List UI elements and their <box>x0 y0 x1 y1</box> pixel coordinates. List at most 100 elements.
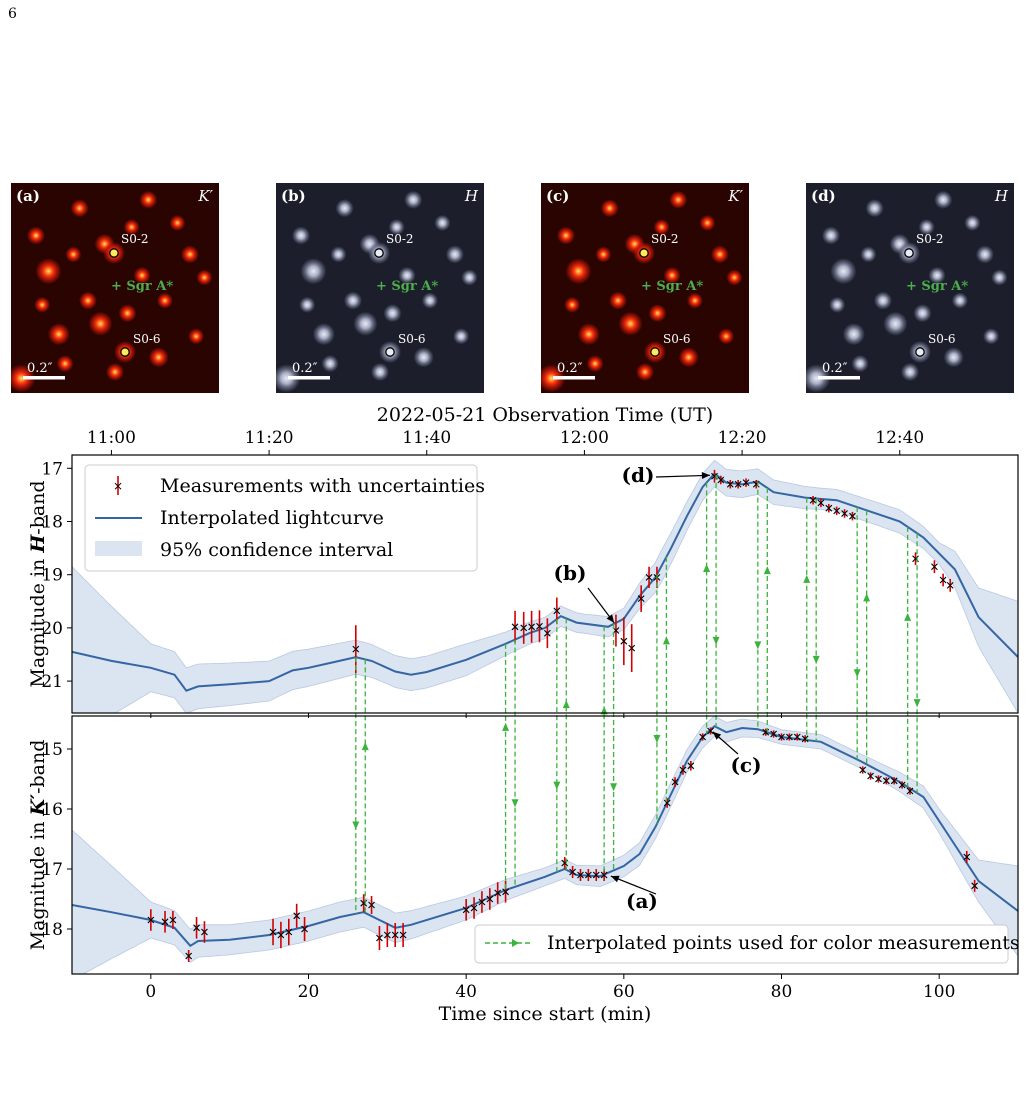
k-band-measurement <box>486 888 494 910</box>
field-star <box>860 246 877 263</box>
field-star <box>70 199 89 218</box>
field-star <box>934 190 953 209</box>
band-label: K′ <box>197 187 213 205</box>
k-band-marker <box>801 735 809 743</box>
h-band-marker <box>637 595 645 603</box>
h-band-measurement <box>717 475 725 485</box>
k-band-marker <box>867 772 874 780</box>
h-band-marker <box>726 480 734 488</box>
k-band-measurement <box>577 869 584 881</box>
field-star <box>343 291 362 310</box>
k-band-measurement <box>778 733 785 741</box>
k-band-marker <box>285 928 293 936</box>
top-tick-label: 12:40 <box>875 428 924 448</box>
h-band-measurement <box>939 573 947 587</box>
k-band-measurement <box>770 730 778 738</box>
h-band-measurement <box>520 611 528 644</box>
h-band-marker <box>717 476 725 484</box>
k-band-ytick-label: 15 <box>41 740 63 760</box>
color-arrow-head <box>352 821 360 830</box>
field-star <box>118 304 137 323</box>
field-star <box>586 355 604 373</box>
h-band-plot: 17 18 19 20 21 <box>41 459 1018 718</box>
color-arrow-head <box>662 636 670 645</box>
legend-color-points: Interpolated points used for color measu… <box>547 932 1020 954</box>
field-star <box>669 190 688 209</box>
field-star <box>975 245 994 264</box>
k-band-marker <box>185 952 193 960</box>
k-band-marker <box>201 928 208 936</box>
k-band-marker <box>368 901 375 909</box>
h-band-marker <box>511 623 519 631</box>
top-axis-label: 2022-05-21 Observation Time (UT) <box>377 404 713 426</box>
field-star <box>678 347 699 368</box>
color-arrow-head <box>803 574 811 583</box>
field-star <box>47 323 70 346</box>
k-band-marker <box>785 733 793 741</box>
field-star <box>991 269 1008 286</box>
field-star <box>873 291 892 310</box>
sgr-a-star-label: + Sgr A* <box>376 279 438 294</box>
image-panel-a: S0-2 S0-6 + Sgr A* (a) K′ 0.2″ <box>11 183 219 393</box>
h-band-measurement <box>637 585 645 612</box>
field-star <box>618 311 643 336</box>
field-star <box>983 328 1000 345</box>
field-star <box>65 246 82 263</box>
field-star <box>821 226 840 245</box>
h-band-marker <box>620 637 628 645</box>
k-band-marker <box>592 871 600 879</box>
k-band-measurement <box>882 777 890 785</box>
h-band-marker <box>553 607 561 615</box>
k-band-measurement <box>399 923 407 947</box>
sgr-a-star-label: + Sgr A* <box>111 279 173 294</box>
star-s0-2-label: S0-2 <box>121 232 149 246</box>
h-band-measurement <box>833 506 841 516</box>
lightcurve-figure: 2022-05-21 Observation Time (UT) 11:00 11… <box>27 404 1020 1025</box>
k-band-marker <box>890 777 898 785</box>
image-panel-d: S0-2 S0-6 + Sgr A* (d) H 0.2″ <box>806 183 1014 393</box>
field-star <box>312 323 335 346</box>
top-tick-label: 11:20 <box>245 428 294 448</box>
h-band-measurement <box>628 624 636 673</box>
scale-bar-label: 0.2″ <box>292 361 318 376</box>
k-band-measurement <box>201 921 208 943</box>
k-band-measurement <box>470 897 478 919</box>
field-star <box>330 246 347 263</box>
star-s0-6-marker <box>120 347 130 357</box>
field-star <box>577 323 600 346</box>
k-band-marker <box>679 766 687 774</box>
field-star <box>686 292 703 309</box>
xtick-label: 60 <box>613 982 635 1002</box>
k-band-marker <box>269 928 277 936</box>
annotation-d: (d) <box>622 463 710 487</box>
legend-band-swatch <box>95 541 142 556</box>
k-band-marker <box>301 925 308 933</box>
band-label: H <box>464 187 479 205</box>
color-arrow-head <box>610 783 618 792</box>
h-band-marker <box>833 507 841 515</box>
field-star <box>106 363 124 381</box>
field-star <box>148 347 169 368</box>
star-s0-6-label: S0-6 <box>133 332 161 346</box>
k-band-marker <box>584 871 592 879</box>
star-s0-6-label: S0-6 <box>928 332 956 346</box>
h-band-measurement <box>352 625 360 674</box>
k-band-measurement <box>785 733 793 741</box>
panel-image: S0-2 S0-6 + Sgr A* (d) H 0.2″ <box>806 183 1014 393</box>
k-band-measurement <box>269 918 277 946</box>
panel-letter: (a) <box>16 187 40 205</box>
field-star <box>404 190 423 209</box>
color-arrow-head <box>553 781 561 790</box>
h-band-marker <box>939 576 947 584</box>
field-star <box>830 258 857 285</box>
field-star <box>901 363 919 381</box>
field-star <box>88 311 113 336</box>
k-band-marker <box>169 916 177 924</box>
field-star <box>726 269 743 286</box>
k-band-marker <box>971 882 979 890</box>
field-star <box>78 291 97 310</box>
field-star <box>918 219 935 236</box>
h-band-marker <box>734 480 742 488</box>
star-s0-6-marker <box>915 347 925 357</box>
k-band-measurement <box>699 733 707 741</box>
